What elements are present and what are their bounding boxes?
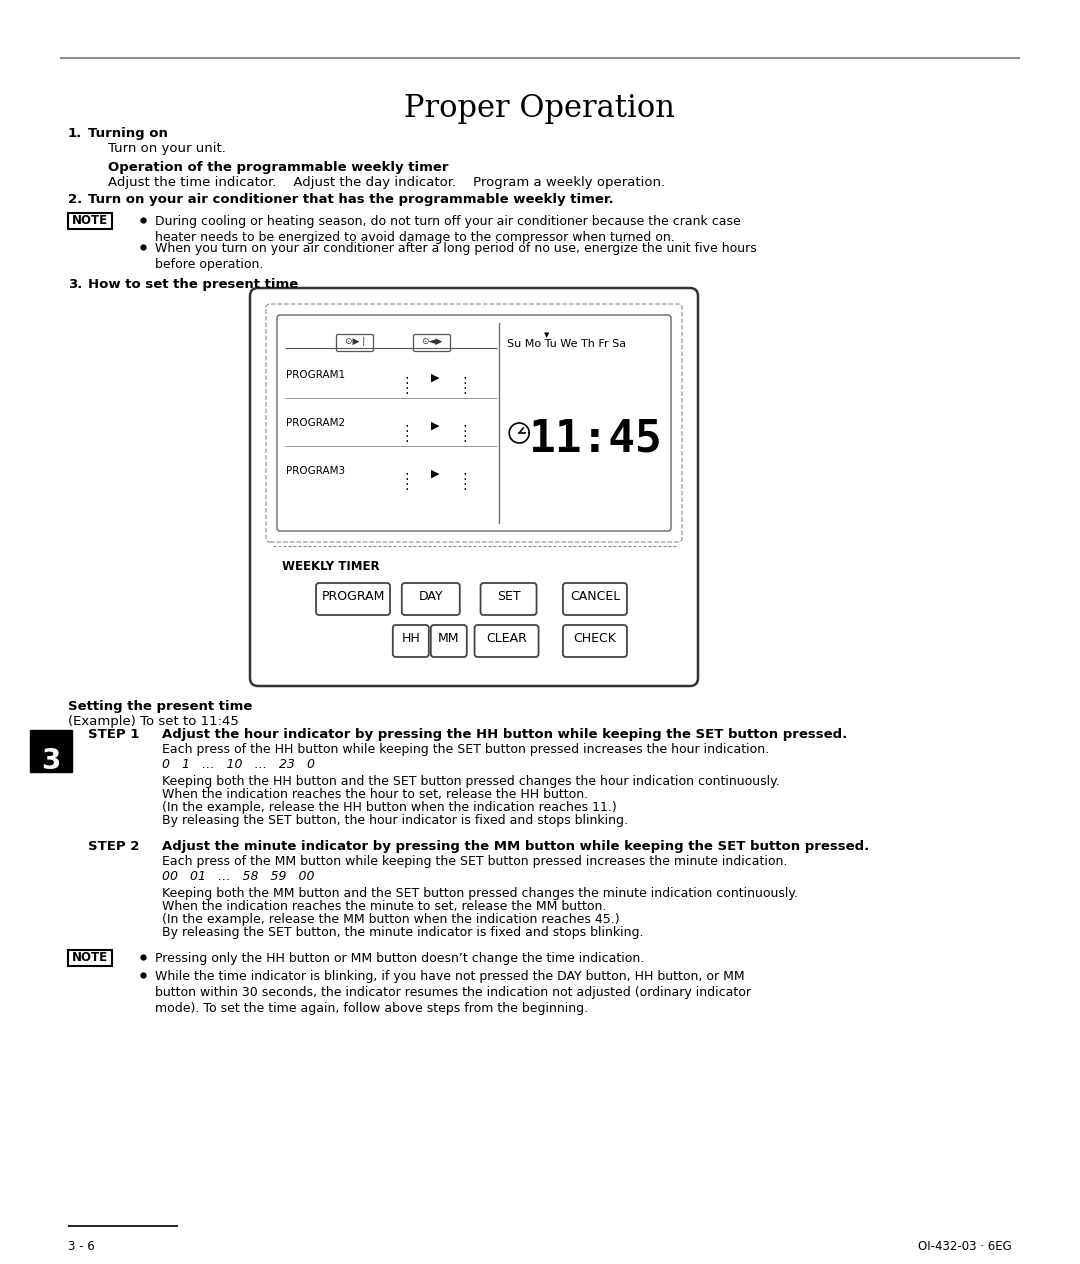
- Text: ▶: ▶: [431, 421, 440, 431]
- Text: SET: SET: [497, 590, 521, 603]
- FancyBboxPatch shape: [266, 305, 681, 542]
- Text: :: :: [404, 373, 409, 387]
- FancyBboxPatch shape: [474, 624, 539, 657]
- Text: Proper Operation: Proper Operation: [405, 94, 675, 124]
- Text: :: :: [462, 431, 467, 445]
- Text: Turn on your air conditioner that has the programmable weekly timer.: Turn on your air conditioner that has th…: [87, 193, 613, 206]
- Text: :: :: [462, 479, 467, 493]
- Text: Setting the present time: Setting the present time: [68, 700, 253, 713]
- Text: CANCEL: CANCEL: [570, 590, 620, 603]
- Text: ⊙◄▶: ⊙◄▶: [421, 337, 443, 346]
- Text: 1.: 1.: [68, 126, 82, 140]
- Text: Turn on your unit.: Turn on your unit.: [108, 142, 226, 155]
- Text: (In the example, release the MM button when the indication reaches 45.): (In the example, release the MM button w…: [162, 913, 620, 927]
- Text: PROGRAM2: PROGRAM2: [286, 418, 346, 428]
- Text: Each press of the MM button while keeping the SET button pressed increases the m: Each press of the MM button while keepin…: [162, 854, 787, 868]
- Text: ⊙▶ |: ⊙▶ |: [345, 337, 365, 346]
- Text: CLEAR: CLEAR: [486, 632, 527, 645]
- Text: MM: MM: [438, 632, 460, 645]
- FancyBboxPatch shape: [316, 583, 390, 616]
- Text: STEP 2: STEP 2: [87, 841, 139, 853]
- Text: (In the example, release the HH button when the indication reaches 11.): (In the example, release the HH button w…: [162, 801, 617, 814]
- Text: Keeping both the HH button and the SET button pressed changes the hour indicatio: Keeping both the HH button and the SET b…: [162, 775, 780, 787]
- FancyBboxPatch shape: [68, 951, 112, 966]
- FancyBboxPatch shape: [249, 288, 698, 686]
- FancyBboxPatch shape: [337, 335, 374, 351]
- Text: HH: HH: [402, 632, 420, 645]
- Text: :: :: [462, 469, 467, 483]
- Text: OI-432-03 · 6EG: OI-432-03 · 6EG: [918, 1240, 1012, 1253]
- Text: 3: 3: [41, 747, 60, 775]
- Text: 11:45: 11:45: [529, 418, 663, 461]
- Text: :: :: [404, 383, 409, 397]
- Text: ▶: ▶: [431, 373, 440, 383]
- Text: (Example) To set to 11:45: (Example) To set to 11:45: [68, 715, 239, 728]
- Text: 0   1   …   10   …   23   0: 0 1 … 10 … 23 0: [162, 758, 315, 771]
- Text: WEEKLY TIMER: WEEKLY TIMER: [282, 560, 380, 573]
- Text: ▼: ▼: [544, 332, 549, 337]
- Text: 3.: 3.: [68, 278, 82, 291]
- Text: :: :: [462, 421, 467, 435]
- Text: PROGRAM1: PROGRAM1: [286, 370, 346, 380]
- Text: :: :: [404, 431, 409, 445]
- Text: 00   01   …   58   59   00: 00 01 … 58 59 00: [162, 870, 314, 884]
- FancyBboxPatch shape: [414, 335, 450, 351]
- Text: :: :: [462, 373, 467, 387]
- Text: PROGRAM: PROGRAM: [322, 590, 384, 603]
- Text: While the time indicator is blinking, if you have not pressed the DAY button, HH: While the time indicator is blinking, if…: [156, 969, 751, 1015]
- Text: During cooling or heating season, do not turn off your air conditioner because t: During cooling or heating season, do not…: [156, 215, 741, 244]
- Text: By releasing the SET button, the hour indicator is fixed and stops blinking.: By releasing the SET button, the hour in…: [162, 814, 627, 827]
- Text: Adjust the minute indicator by pressing the MM button while keeping the SET butt: Adjust the minute indicator by pressing …: [162, 841, 869, 853]
- Text: STEP 1: STEP 1: [87, 728, 139, 741]
- Text: How to set the present time: How to set the present time: [87, 278, 298, 291]
- FancyBboxPatch shape: [68, 214, 112, 229]
- Text: When the indication reaches the minute to set, release the MM button.: When the indication reaches the minute t…: [162, 900, 606, 913]
- Text: 2.: 2.: [68, 193, 82, 206]
- Text: :: :: [462, 383, 467, 397]
- FancyBboxPatch shape: [481, 583, 537, 616]
- Bar: [30, 731, 72, 772]
- FancyBboxPatch shape: [393, 624, 429, 657]
- FancyBboxPatch shape: [402, 583, 460, 616]
- Text: Turning on: Turning on: [87, 126, 167, 140]
- Text: When you turn on your air conditioner after a long period of no use, energize th: When you turn on your air conditioner af…: [156, 241, 757, 270]
- Text: Adjust the hour indicator by pressing the HH button while keeping the SET button: Adjust the hour indicator by pressing th…: [162, 728, 847, 741]
- Text: 3 - 6: 3 - 6: [68, 1240, 95, 1253]
- FancyBboxPatch shape: [431, 624, 467, 657]
- Text: Su Mo Tu We Th Fr Sa: Su Mo Tu We Th Fr Sa: [508, 339, 626, 349]
- Text: NOTE: NOTE: [72, 214, 108, 228]
- Text: NOTE: NOTE: [72, 951, 108, 964]
- Text: Operation of the programmable weekly timer: Operation of the programmable weekly tim…: [108, 161, 448, 174]
- Text: When the indication reaches the hour to set, release the HH button.: When the indication reaches the hour to …: [162, 787, 589, 801]
- Text: Keeping both the MM button and the SET button pressed changes the minute indicat: Keeping both the MM button and the SET b…: [162, 887, 798, 900]
- Text: PROGRAM3: PROGRAM3: [286, 466, 346, 477]
- Text: :: :: [404, 469, 409, 483]
- Text: DAY: DAY: [419, 590, 443, 603]
- FancyBboxPatch shape: [563, 583, 627, 616]
- Text: CHECK: CHECK: [573, 632, 617, 645]
- Text: By releasing the SET button, the minute indicator is fixed and stops blinking.: By releasing the SET button, the minute …: [162, 927, 644, 939]
- FancyBboxPatch shape: [276, 315, 671, 531]
- FancyBboxPatch shape: [563, 624, 627, 657]
- Text: :: :: [404, 479, 409, 493]
- Text: :: :: [404, 421, 409, 435]
- Text: ▶: ▶: [431, 469, 440, 479]
- Text: Pressing only the HH button or MM button doesn’t change the time indication.: Pressing only the HH button or MM button…: [156, 952, 645, 964]
- Text: Each press of the HH button while keeping the SET button pressed increases the h: Each press of the HH button while keepin…: [162, 743, 769, 756]
- Text: Adjust the time indicator.    Adjust the day indicator.    Program a weekly oper: Adjust the time indicator. Adjust the da…: [108, 176, 665, 190]
